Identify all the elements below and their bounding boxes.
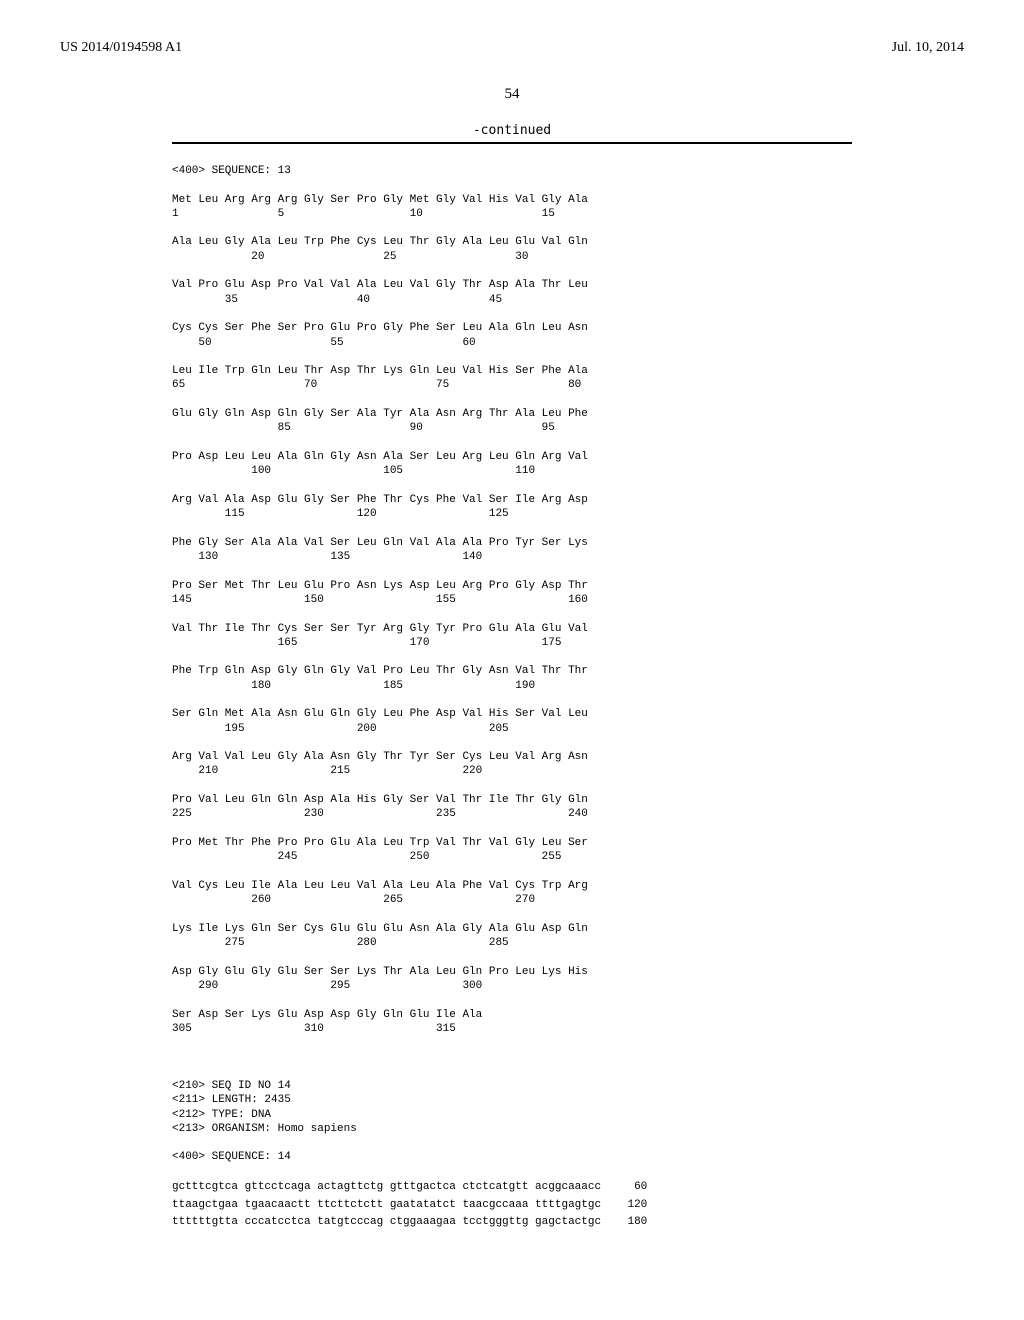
- amino-acid-row: Lys Ile Lys Gln Ser Cys Glu Glu Glu Asn …: [172, 922, 852, 936]
- amino-acid-row: Ala Leu Gly Ala Leu Trp Phe Cys Leu Thr …: [172, 235, 852, 249]
- nucleotide-row: ttttttgtta cccatcctca tatgtcccag ctggaaa…: [172, 1214, 852, 1232]
- blank-line: [172, 178, 852, 192]
- nucleotide-row: ttaagctgaa tgaacaactt ttcttctctt gaatata…: [172, 1197, 852, 1215]
- blank-line: [172, 350, 852, 364]
- amino-acid-row: Val Cys Leu Ile Ala Leu Leu Val Ala Leu …: [172, 879, 852, 893]
- page-number: 54: [60, 86, 964, 103]
- blank-line: [172, 1036, 852, 1050]
- blank-line: [172, 693, 852, 707]
- blank-line: [172, 822, 852, 836]
- amino-acid-row: Asp Gly Glu Gly Glu Ser Ser Lys Thr Ala …: [172, 965, 852, 979]
- amino-acid-row: Ser Gln Met Ala Asn Glu Gln Gly Leu Phe …: [172, 707, 852, 721]
- position-row: 85 90 95: [172, 421, 852, 435]
- blank-line: [172, 393, 852, 407]
- amino-acid-row: Pro Asp Leu Leu Ala Gln Gly Asn Ala Ser …: [172, 450, 852, 464]
- amino-acid-row: Val Thr Ile Thr Cys Ser Ser Tyr Arg Gly …: [172, 622, 852, 636]
- position-row: 50 55 60: [172, 336, 852, 350]
- position-row: 305 310 315: [172, 1022, 852, 1036]
- amino-acid-row: Glu Gly Gln Asp Gln Gly Ser Ala Tyr Ala …: [172, 407, 852, 421]
- position-row: 115 120 125: [172, 507, 852, 521]
- position-row: 35 40 45: [172, 293, 852, 307]
- blank-line: [172, 736, 852, 750]
- metadata-line: <210> SEQ ID NO 14: [172, 1079, 852, 1093]
- position-row: 225 230 235 240: [172, 807, 852, 821]
- amino-acid-row: Met Leu Arg Arg Arg Gly Ser Pro Gly Met …: [172, 193, 852, 207]
- amino-acid-row: Cys Cys Ser Phe Ser Pro Glu Pro Gly Phe …: [172, 321, 852, 335]
- blank-line: [172, 907, 852, 921]
- blank-line: [172, 1165, 852, 1179]
- amino-acid-row: Pro Met Thr Phe Pro Pro Glu Ala Leu Trp …: [172, 836, 852, 850]
- nucleotide-sequence: gctttcgtca gttcctcaga actagttctg gtttgac…: [60, 1179, 964, 1232]
- divider: [172, 142, 852, 144]
- blank-line: [172, 221, 852, 235]
- position-row: 20 25 30: [172, 250, 852, 264]
- position-row: 210 215 220: [172, 764, 852, 778]
- sequence-13-header: <400> SEQUENCE: 13: [172, 164, 852, 178]
- blank-line: [172, 1050, 852, 1064]
- nucleotide-row: gctttcgtca gttcctcaga actagttctg gtttgac…: [172, 1179, 852, 1197]
- blank-line: [172, 950, 852, 964]
- metadata-line: <213> ORGANISM: Homo sapiens: [172, 1122, 852, 1136]
- blank-line: [172, 436, 852, 450]
- blank-line: [172, 650, 852, 664]
- position-row: 130 135 140: [172, 550, 852, 564]
- blank-line: [172, 307, 852, 321]
- position-row: 290 295 300: [172, 979, 852, 993]
- blank-line: [172, 1136, 852, 1150]
- metadata-line: <211> LENGTH: 2435: [172, 1093, 852, 1107]
- header-left: US 2014/0194598 A1: [60, 40, 182, 56]
- continued-label: -continued: [60, 123, 964, 138]
- amino-acid-row: Ser Asp Ser Lys Glu Asp Asp Gly Gln Glu …: [172, 1008, 852, 1022]
- protein-sequence: Met Leu Arg Arg Arg Gly Ser Pro Gly Met …: [60, 193, 964, 1051]
- amino-acid-row: Pro Val Leu Gln Gln Asp Ala His Gly Ser …: [172, 793, 852, 807]
- header-right: Jul. 10, 2014: [892, 40, 964, 56]
- sequence-14-header: <400> SEQUENCE: 14: [172, 1150, 852, 1164]
- blank-line: [172, 607, 852, 621]
- amino-acid-row: Val Pro Glu Asp Pro Val Val Ala Leu Val …: [172, 278, 852, 292]
- position-row: 195 200 205: [172, 722, 852, 736]
- blank-line: [172, 865, 852, 879]
- amino-acid-row: Arg Val Ala Asp Glu Gly Ser Phe Thr Cys …: [172, 493, 852, 507]
- blank-line: [172, 564, 852, 578]
- position-row: 65 70 75 80: [172, 378, 852, 392]
- amino-acid-row: Phe Gly Ser Ala Ala Val Ser Leu Gln Val …: [172, 536, 852, 550]
- blank-line: [172, 993, 852, 1007]
- sequence-14-metadata: <210> SEQ ID NO 14<211> LENGTH: 2435<212…: [60, 1079, 964, 1136]
- position-row: 275 280 285: [172, 936, 852, 950]
- blank-line: [172, 264, 852, 278]
- blank-line: [172, 479, 852, 493]
- position-row: 100 105 110: [172, 464, 852, 478]
- amino-acid-row: Arg Val Val Leu Gly Ala Asn Gly Thr Tyr …: [172, 750, 852, 764]
- position-row: 180 185 190: [172, 679, 852, 693]
- blank-line: [172, 521, 852, 535]
- amino-acid-row: Pro Ser Met Thr Leu Glu Pro Asn Lys Asp …: [172, 579, 852, 593]
- amino-acid-row: Phe Trp Gln Asp Gly Gln Gly Val Pro Leu …: [172, 664, 852, 678]
- position-row: 260 265 270: [172, 893, 852, 907]
- position-row: 1 5 10 15: [172, 207, 852, 221]
- amino-acid-row: Leu Ile Trp Gln Leu Thr Asp Thr Lys Gln …: [172, 364, 852, 378]
- position-row: 145 150 155 160: [172, 593, 852, 607]
- position-row: 165 170 175: [172, 636, 852, 650]
- metadata-line: <212> TYPE: DNA: [172, 1108, 852, 1122]
- blank-line: [172, 779, 852, 793]
- page-header: US 2014/0194598 A1 Jul. 10, 2014: [60, 40, 964, 56]
- blank-line: [172, 1065, 852, 1079]
- position-row: 245 250 255: [172, 850, 852, 864]
